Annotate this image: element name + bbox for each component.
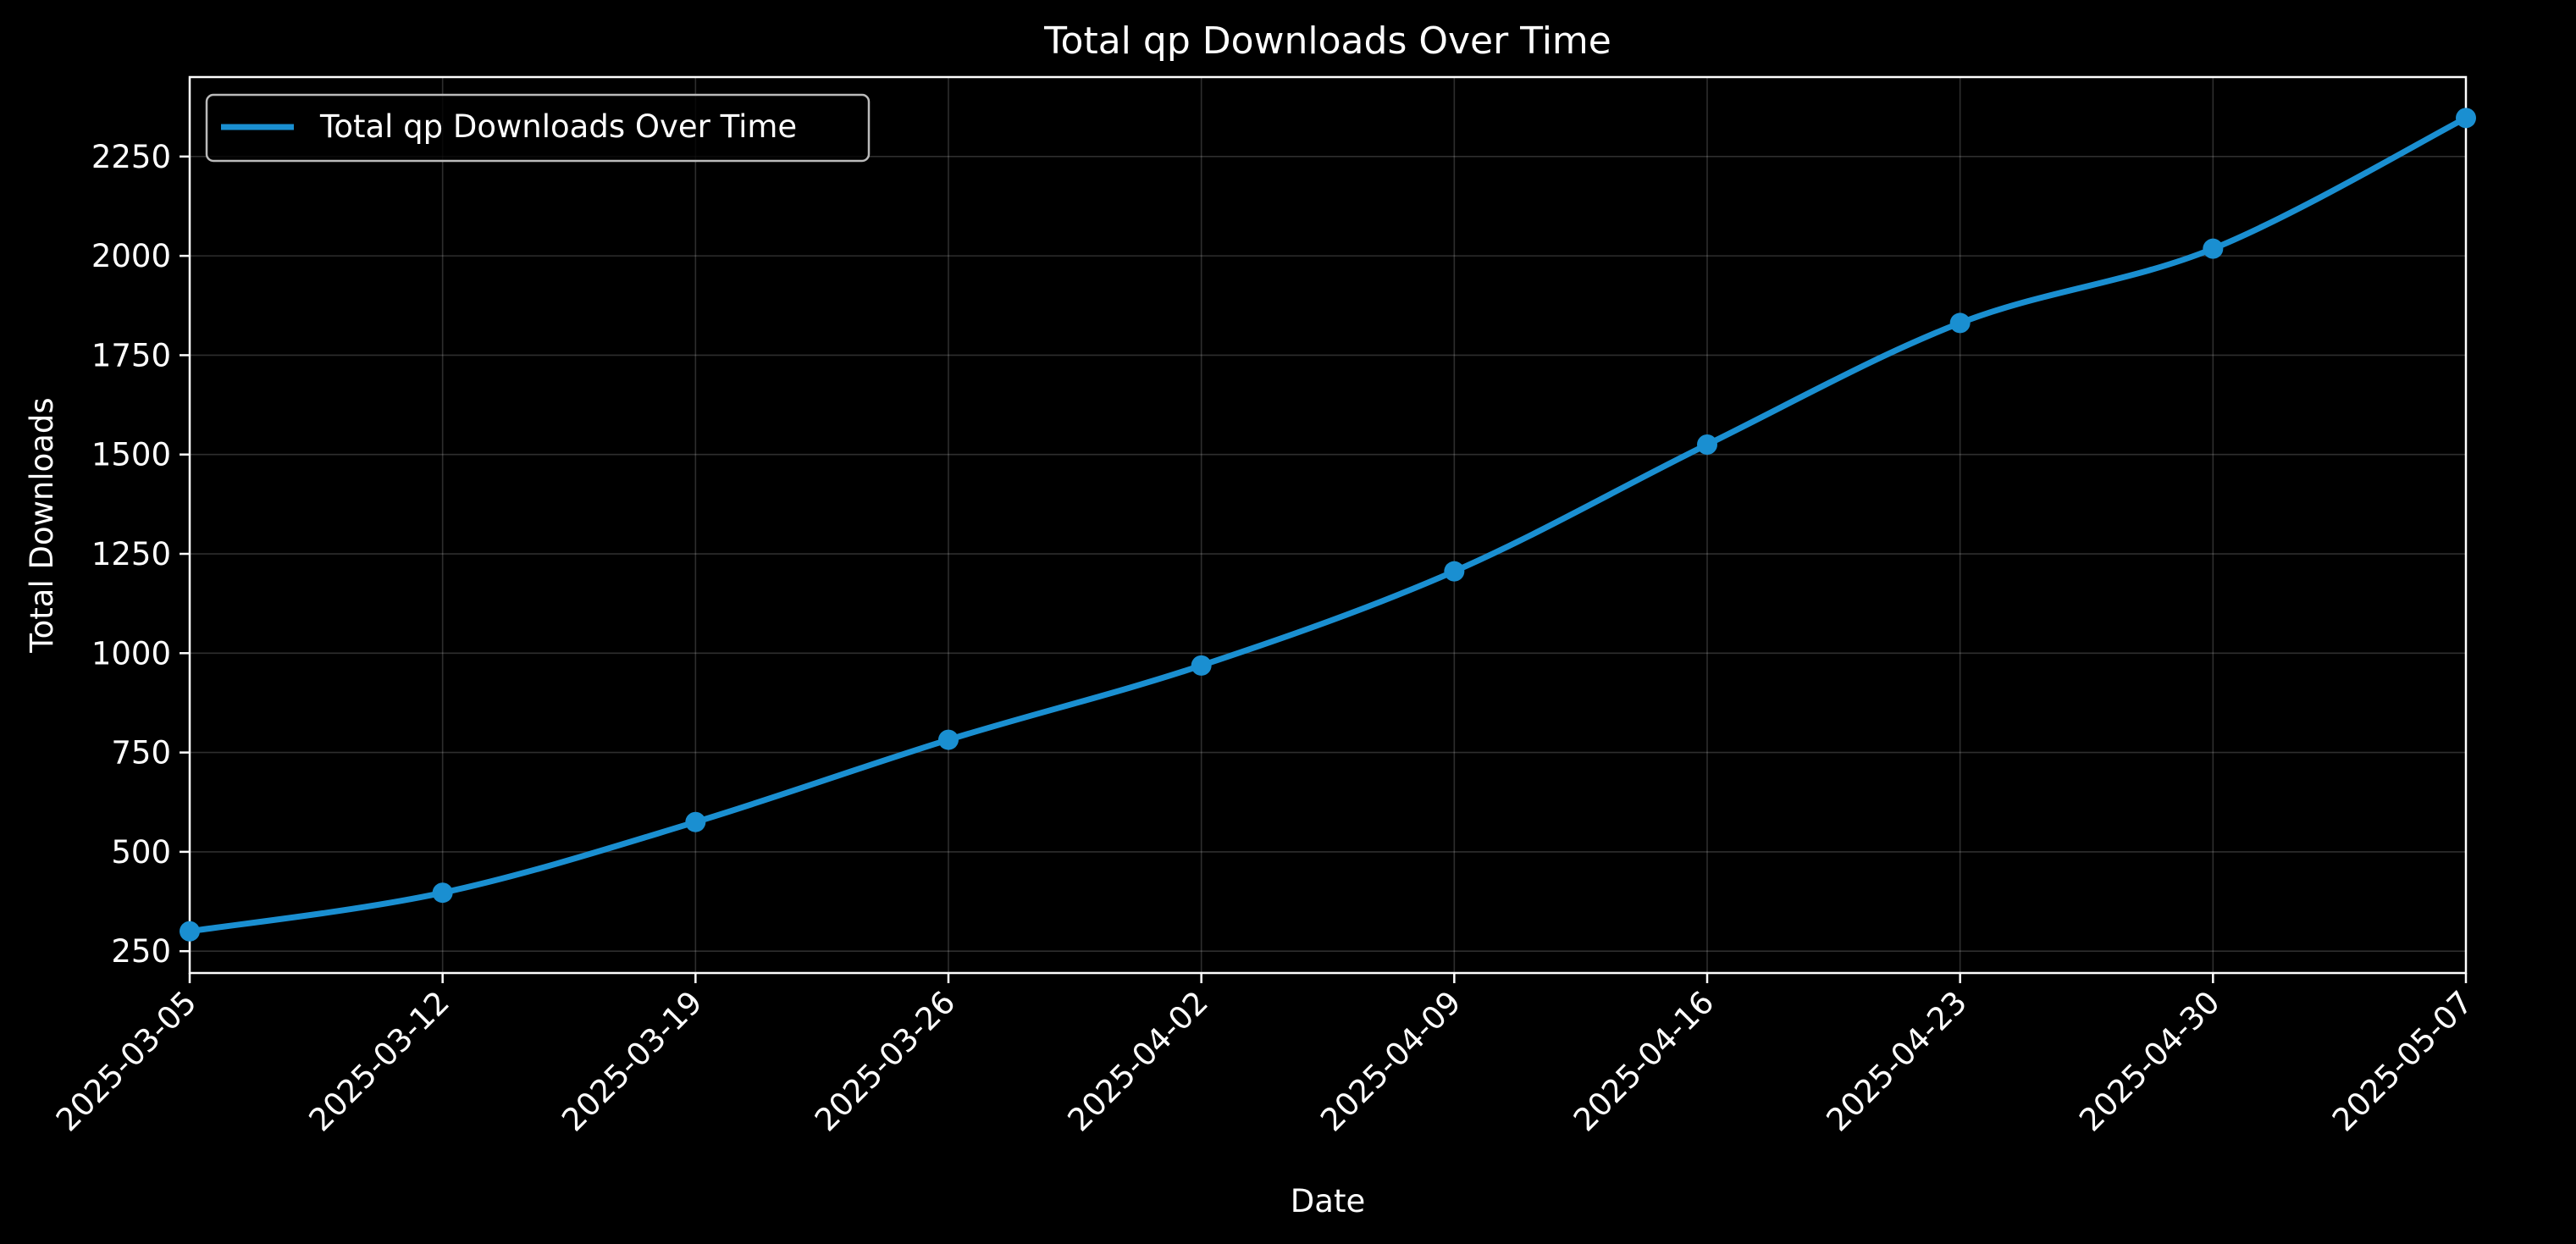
y-axis-label: Total Downloads: [24, 397, 60, 653]
y-tick-label: 750: [111, 735, 171, 771]
y-tick-label: 1000: [91, 635, 171, 672]
y-tick-label: 2250: [91, 139, 171, 175]
data-point: [180, 921, 200, 942]
y-tick-label: 500: [111, 834, 171, 871]
data-point: [938, 730, 959, 750]
data-point: [1697, 434, 1717, 455]
data-point: [433, 882, 453, 903]
legend: Total qp Downloads Over Time: [207, 95, 869, 161]
data-point: [1191, 655, 1212, 676]
chart-title: Total qp Downloads Over Time: [1043, 19, 1611, 63]
y-tick-label: 1250: [91, 536, 171, 572]
data-point: [685, 812, 705, 832]
x-axis-label: Date: [1291, 1183, 1365, 1219]
data-point: [2203, 239, 2223, 259]
y-tick-label: 1500: [91, 437, 171, 473]
data-point: [1950, 312, 1971, 333]
data-point: [2456, 108, 2476, 128]
y-tick-label: 1750: [91, 337, 171, 373]
y-tick-label: 2000: [91, 238, 171, 274]
legend-label: Total qp Downloads Over Time: [319, 108, 797, 145]
y-tick-label: 250: [111, 933, 171, 970]
data-point: [1444, 561, 1464, 582]
